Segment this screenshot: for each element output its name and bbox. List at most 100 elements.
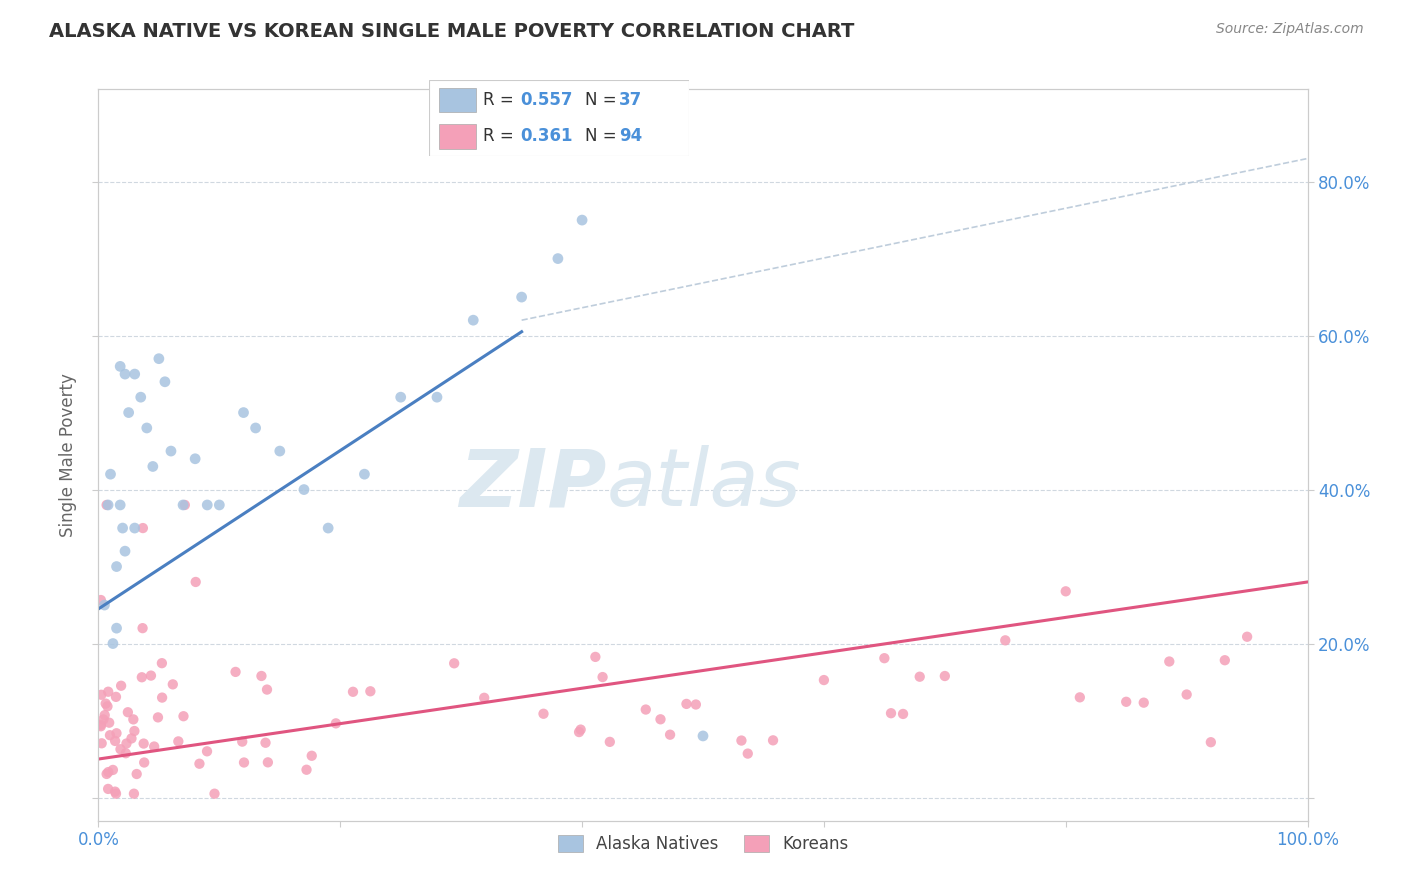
Point (301, 748, 323, 763)
Point (125, 767, 148, 781)
Point (134, 756, 156, 770)
Point (908, 670, 931, 684)
Text: atlas: atlas (606, 445, 801, 524)
Point (891, 706, 914, 721)
Point (132, 737, 155, 751)
Point (142, 459, 165, 474)
Point (342, 685, 364, 699)
Point (117, 705, 139, 719)
Point (90, 719, 112, 733)
Point (96, 767, 118, 781)
Point (115, 737, 138, 751)
Point (105, 726, 128, 740)
Bar (439, 124, 475, 149)
Point (129, 390, 152, 404)
Point (737, 747, 759, 761)
Point (124, 367, 146, 381)
Point (104, 784, 127, 798)
Point (146, 710, 169, 724)
Text: R =: R = (484, 128, 519, 145)
FancyBboxPatch shape (429, 80, 689, 156)
Point (104, 787, 127, 801)
Point (143, 739, 166, 754)
Point (634, 702, 657, 716)
Point (90, 717, 112, 731)
Text: Source: ZipAtlas.com: Source: ZipAtlas.com (1216, 22, 1364, 37)
Point (233, 756, 256, 770)
Point (188, 756, 211, 771)
Point (571, 213, 593, 227)
Bar (439, 88, 475, 112)
Y-axis label: Single Male Poverty: Single Male Poverty (59, 373, 77, 537)
Point (97, 498, 120, 512)
Point (208, 498, 231, 512)
Point (90, 736, 112, 750)
Text: 0.361: 0.361 (520, 128, 572, 145)
Point (1159, 655, 1181, 669)
Point (547, 252, 569, 266)
Point (934, 669, 956, 683)
Point (1213, 653, 1236, 667)
Point (256, 682, 278, 697)
Point (426, 390, 449, 404)
Point (150, 656, 173, 670)
Point (257, 756, 280, 770)
Point (121, 731, 143, 746)
Point (118, 406, 141, 420)
Text: R =: R = (484, 91, 519, 109)
Point (292, 483, 315, 497)
Point (568, 725, 591, 739)
Point (131, 621, 153, 635)
Point (100, 467, 122, 482)
Point (245, 421, 267, 435)
Point (325, 716, 347, 731)
Text: ZIP: ZIP (458, 445, 606, 524)
Point (359, 684, 381, 698)
Point (231, 734, 253, 748)
Point (122, 787, 145, 801)
Text: 94: 94 (619, 128, 643, 145)
Point (93, 598, 115, 612)
Point (184, 451, 207, 466)
Point (254, 736, 277, 750)
Point (1175, 688, 1198, 702)
Point (583, 649, 606, 664)
Point (204, 787, 226, 801)
Point (114, 367, 136, 381)
Point (533, 706, 555, 721)
Point (111, 521, 134, 535)
Point (994, 633, 1017, 648)
Point (93, 713, 115, 727)
Point (1069, 690, 1091, 705)
Point (162, 677, 184, 691)
Point (880, 706, 903, 721)
Point (225, 665, 247, 679)
Point (96, 699, 118, 714)
Point (510, 290, 533, 304)
Point (873, 651, 896, 665)
Point (90, 688, 112, 702)
Point (569, 723, 592, 737)
Point (105, 621, 128, 635)
Point (250, 669, 273, 683)
Point (98, 728, 121, 742)
Point (195, 498, 218, 512)
Point (1132, 696, 1154, 710)
Point (135, 421, 157, 435)
Point (98, 715, 121, 730)
Point (114, 746, 136, 760)
Point (124, 521, 146, 535)
Point (295, 763, 318, 777)
Point (173, 709, 195, 723)
Point (105, 559, 128, 574)
Point (96, 498, 118, 512)
Point (122, 712, 145, 726)
Point (124, 724, 146, 739)
Point (97, 765, 120, 780)
Point (675, 697, 697, 711)
Point (132, 521, 155, 535)
Point (195, 744, 218, 758)
Point (173, 498, 195, 512)
Text: 0.557: 0.557 (520, 91, 572, 109)
Point (730, 733, 752, 747)
